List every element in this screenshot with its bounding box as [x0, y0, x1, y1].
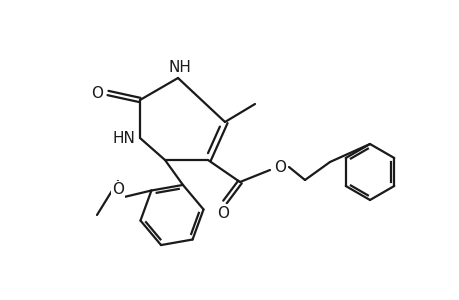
Text: O: O [217, 206, 229, 220]
Text: O: O [274, 160, 285, 175]
Text: NH: NH [168, 59, 191, 74]
Text: O: O [112, 182, 124, 197]
Text: HN: HN [112, 130, 135, 146]
Text: O: O [91, 85, 103, 100]
